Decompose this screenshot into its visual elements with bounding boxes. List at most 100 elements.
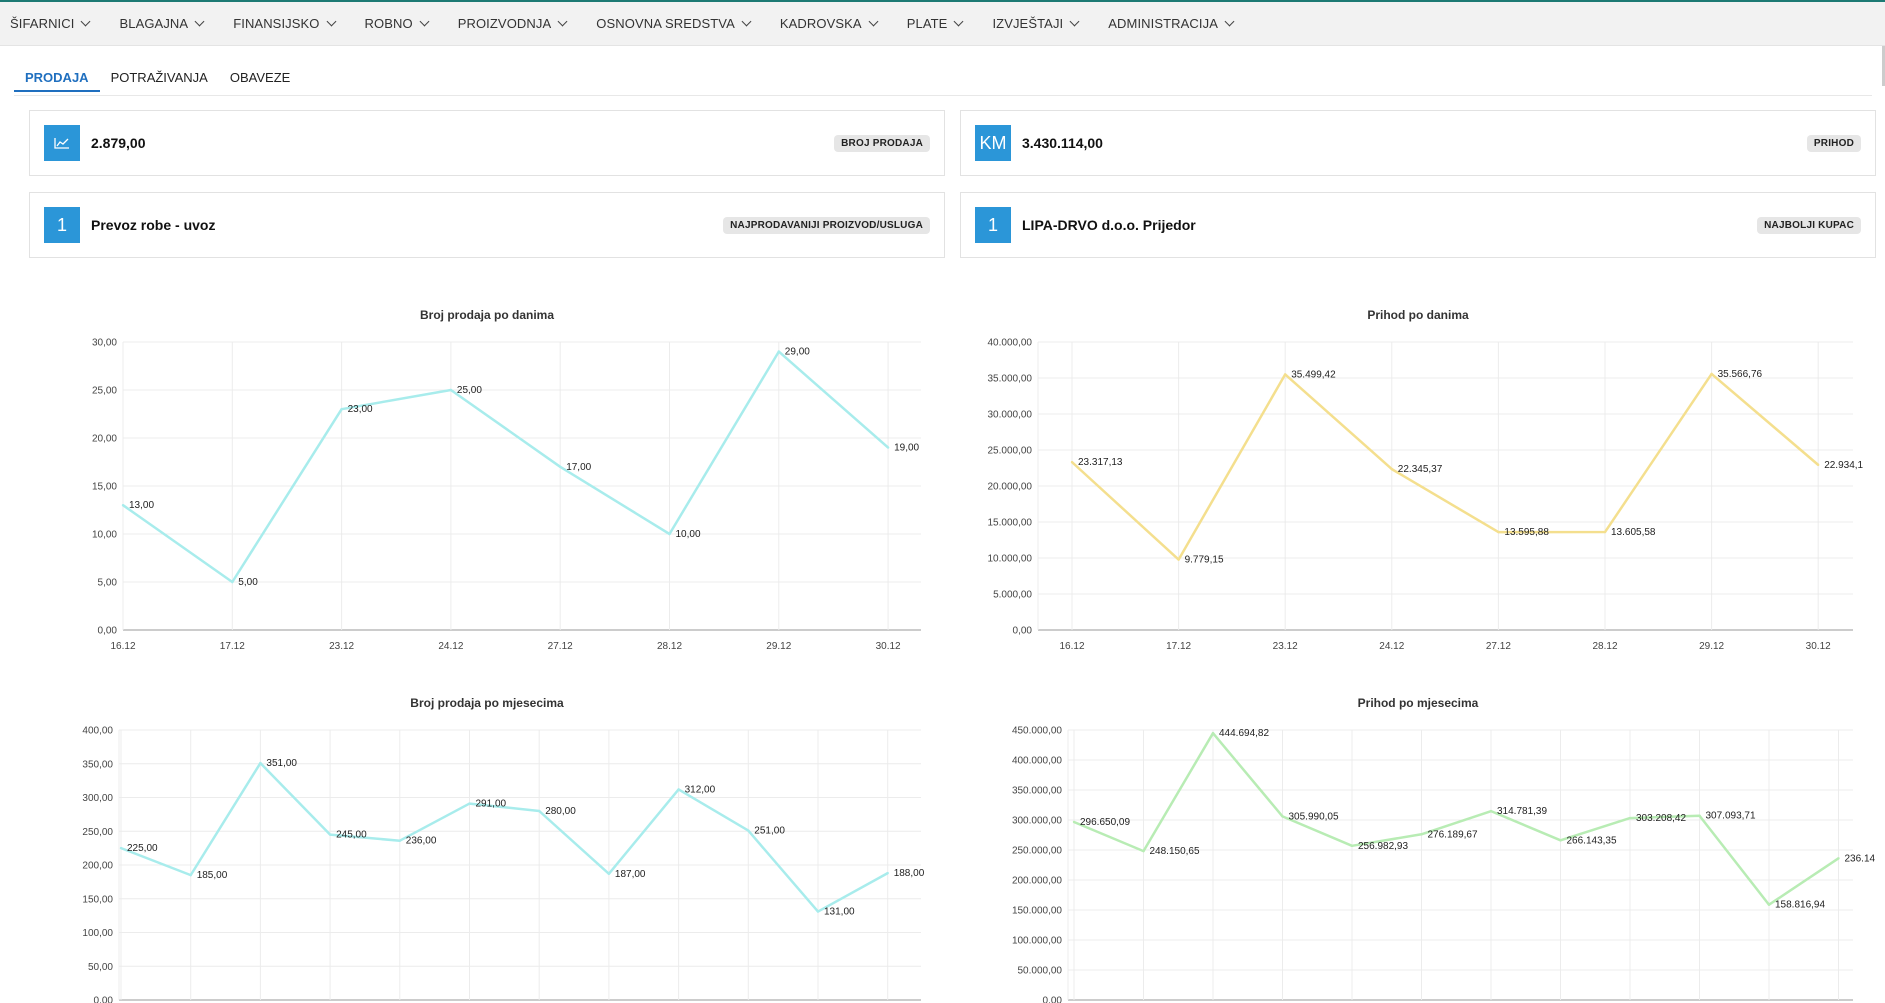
data-label: 236.14 [1845,853,1876,864]
y-tick-label: 200,00 [82,861,113,872]
data-point [1698,814,1701,817]
data-label: 303.208,42 [1636,813,1686,824]
data-point [1072,820,1076,824]
nav-izvjestaji[interactable]: IZVJEŠTAJI [992,16,1080,31]
y-tick-label: 30,00 [92,338,117,349]
y-tick-label: 150.000,00 [1012,906,1062,917]
scrollbar[interactable] [1882,46,1885,86]
data-label: 296.650,09 [1080,817,1130,828]
y-tick-label: 5.000,00 [993,590,1032,601]
data-label: 314.781,39 [1497,806,1547,817]
data-point [121,504,125,507]
y-tick-label: 0,00 [1013,626,1033,637]
data-label: 185,00 [197,870,228,881]
data-point [328,833,332,836]
x-tick-label: 23.12 [1273,641,1298,652]
data-label: 23.317,13 [1078,457,1123,468]
chart-title: Broj prodaja po mjesecima [410,696,564,710]
nav-label: PROIZVODNJA [457,16,552,31]
tab-divider [14,95,1872,96]
data-label: 248.150,65 [1150,846,1200,857]
y-tick-label: 35.000,00 [988,374,1033,385]
x-tick-label: 17.12 [1166,641,1191,652]
nav-robno[interactable]: ROBNO [365,16,430,31]
data-point [668,532,671,536]
nav-kadrovska[interactable]: KADROVSKA [779,16,879,31]
y-tick-label: 450.000,00 [1012,726,1062,737]
data-point [259,761,262,765]
nav-administracija[interactable]: ADMINISTRACIJA [1108,16,1235,31]
x-tick-label: 16.12 [1059,641,1084,652]
x-tick-label: 24.12 [1379,641,1404,652]
main-nav: ŠIFARNICI BLAGAJNA FINANSIJSKO ROBNO PRO… [0,2,1885,46]
y-tick-label: 100,00 [82,928,113,939]
currency-icon: KM [975,125,1011,161]
y-tick-label: 0,00 [98,626,118,637]
x-tick-label: 30.12 [876,641,901,652]
nav-blagajna[interactable]: BLAGAJNA [119,16,205,31]
y-tick-label: 300,00 [82,793,113,804]
tab-potrazivanja[interactable]: POTRAŽIVANJA [110,70,208,85]
nav-plate[interactable]: PLATE [907,16,964,31]
chart-title: Prihod po mjesecima [1358,696,1479,710]
nav-sifarnici[interactable]: ŠIFARNICI [10,16,91,31]
card-badge: NAJBOLJI KUPAC [1757,216,1861,234]
data-label: 35.566,76 [1718,369,1763,380]
card-value: Prevoz robe - uvoz [91,217,216,233]
chart-title: Broj prodaja po danima [420,308,554,322]
chevron-down-icon [326,16,336,27]
tab-bar: PRODAJA POTRAŽIVANJA OBAVEZE [14,66,301,96]
y-tick-label: 200.000,00 [1012,876,1062,887]
nav-label: BLAGAJNA [119,16,189,31]
x-tick-label: 29.12 [766,641,791,652]
chevron-down-icon [194,16,205,27]
y-tick-label: 100.000,00 [1012,936,1062,947]
data-point [886,446,890,449]
y-tick-label: 40.000,00 [988,338,1033,349]
data-point [1603,530,1607,534]
rank-badge: 1 [44,207,80,243]
nav-proizvodnja[interactable]: PROIZVODNJA [457,16,568,31]
y-tick-label: 5,00 [98,578,118,589]
y-tick-label: 10,00 [92,530,117,541]
nav-finansijsko[interactable]: FINANSIJSKO [233,16,336,31]
y-tick-label: 400.000,00 [1012,756,1062,767]
chevron-down-icon [1224,16,1235,27]
data-label: 13.595,88 [1504,527,1549,538]
data-point [1837,857,1840,860]
tab-obaveze[interactable]: OBAVEZE [229,70,291,85]
y-tick-label: 25,00 [92,386,117,397]
data-label: 276.189,67 [1428,829,1478,840]
data-point [607,872,611,875]
card-top-customer: 1 LIPA-DRVO d.o.o. Prijedor NAJBOLJI KUP… [960,192,1876,258]
data-label: 35.499,42 [1291,369,1336,380]
data-label: 312,00 [685,784,716,795]
data-point [1767,903,1771,906]
data-point [1390,467,1394,471]
x-tick-label: 16.12 [110,641,135,652]
x-tick-label: 29.12 [1699,641,1724,652]
series-line [122,350,889,584]
data-point [1142,849,1145,853]
data-label: 23,00 [348,404,373,415]
tab-prodaja[interactable]: PRODAJA [14,66,100,92]
chevron-down-icon [868,16,879,27]
data-label: 187,00 [615,869,646,880]
nav-label: KADROVSKA [779,16,862,31]
data-point [886,871,889,875]
y-tick-label: 50,00 [88,962,113,973]
data-label: 22.345,37 [1398,464,1443,475]
x-tick-label: 28.12 [657,641,682,652]
data-point [340,408,343,411]
chevron-down-icon [741,16,752,27]
data-point [189,873,192,877]
nav-osnovna-sredstva[interactable]: OSNOVNA SREDSTVA [596,16,752,31]
data-label: 29,00 [785,347,810,358]
data-point [1489,809,1493,813]
data-label: 225,00 [127,843,158,854]
x-tick-label: 27.12 [548,641,573,652]
data-point [1350,844,1354,848]
data-point [1559,839,1562,842]
y-tick-label: 350,00 [82,759,113,770]
nav-label: OSNOVNA SREDSTVA [596,16,735,31]
